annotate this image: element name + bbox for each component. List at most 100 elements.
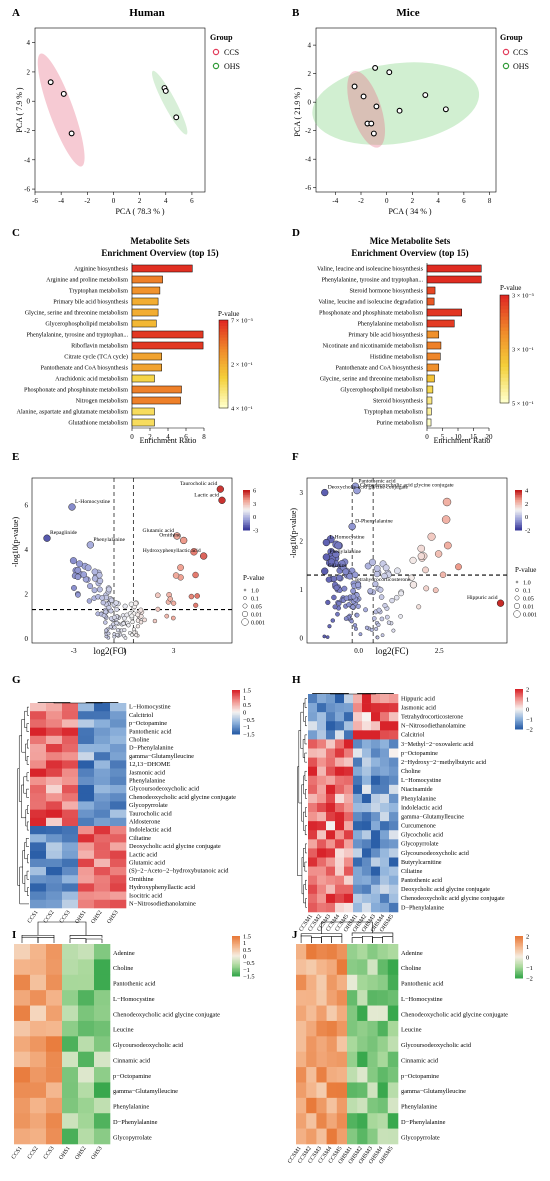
panel-letter-f: F — [292, 451, 299, 463]
heatmap-cell — [389, 694, 399, 704]
row-label: Butyrylcarnitine — [401, 859, 442, 866]
heatmap-cell — [326, 884, 336, 895]
heatmap-cell — [62, 990, 79, 1006]
heatmap-cell — [353, 703, 363, 713]
heatmap-cell — [46, 735, 63, 745]
row-label: Isocitric acid — [129, 892, 163, 899]
heatmap-cell — [344, 839, 354, 849]
heatmap-cell — [380, 857, 390, 867]
heatmap-cell — [344, 803, 354, 813]
colorbar-segment — [515, 964, 523, 966]
heatmap-cell — [30, 1051, 47, 1068]
colorbar-segment — [515, 951, 523, 954]
colorbar-tick-label: 1 — [243, 940, 246, 947]
heatmap-cell — [308, 739, 318, 749]
volcano-point — [336, 600, 342, 607]
row-label: Phenylalanine — [401, 795, 436, 802]
heatmap-cell — [387, 1113, 399, 1129]
labeled-point — [496, 599, 505, 607]
point-label: Phenylalanine — [93, 537, 125, 543]
point-ohs — [386, 69, 393, 76]
heatmap-cell — [336, 974, 348, 991]
heatmap-cell — [353, 884, 363, 895]
row-label: Glycoursodeoxycholic acid — [113, 1042, 184, 1049]
volcano-point — [376, 607, 382, 613]
heatmap-cell — [316, 1020, 327, 1037]
heatmap-cell — [46, 776, 63, 786]
colorbar-segment — [500, 374, 509, 379]
heatmap-cell — [308, 812, 318, 822]
x-tick-label: 20 — [486, 433, 494, 441]
volcano-point — [100, 600, 106, 606]
volcano-point — [192, 571, 199, 579]
colorbar-segment — [232, 964, 240, 966]
heatmap-cell — [353, 712, 363, 722]
heatmap-cell — [371, 730, 381, 740]
heatmap-cell — [389, 866, 399, 876]
colorbar-segment — [515, 971, 523, 973]
colorbar-segment — [232, 969, 240, 972]
heatmap-cell — [317, 866, 327, 876]
dendrogram-branch — [300, 935, 312, 943]
colorbar-tick-label: 4 — [525, 488, 529, 495]
colorbar-segment — [515, 966, 523, 969]
heatmap-cell — [357, 1005, 368, 1022]
colorbar-segment — [232, 731, 240, 734]
volcano-point — [155, 592, 161, 599]
heatmap-cell — [362, 857, 372, 867]
heatmap-cell — [387, 974, 399, 991]
heatmap-cell — [30, 793, 47, 802]
heatmap-cell — [326, 748, 336, 758]
panel-letter-j: J — [292, 929, 298, 941]
x-tick-label: 0 — [385, 197, 389, 205]
heatmap-cell — [353, 730, 363, 740]
x-tick-label: 2 — [411, 197, 415, 205]
heatmap-cell — [371, 884, 381, 895]
colorbar-segment — [500, 298, 509, 303]
heatmap-cell — [94, 1067, 111, 1083]
heatmap-cell — [347, 1097, 358, 1114]
heatmap-cell — [357, 1051, 368, 1068]
heatmap-cell — [380, 875, 390, 886]
heatmap-cell — [362, 712, 372, 722]
heatmap-cell — [380, 839, 390, 849]
point-ccs — [368, 120, 375, 127]
colorbar-segment — [219, 343, 228, 347]
heatmap-cell — [353, 784, 363, 795]
heatmap-cell — [380, 757, 390, 767]
category-label: Phosphonate and phosphinate metabolism — [319, 309, 423, 316]
heatmap-cell — [14, 1067, 31, 1083]
colorbar-segment — [232, 940, 240, 942]
category-label: Citrate cycle (TCA cycle) — [64, 353, 128, 360]
enrichment-bar — [131, 275, 163, 284]
colorbar-segment — [232, 938, 240, 941]
volcano-point — [398, 614, 403, 619]
colorbar-segment — [232, 717, 240, 720]
colorbar-segment — [232, 703, 240, 706]
volcano-point — [354, 612, 360, 618]
point-ccs — [373, 103, 380, 110]
volcano-point — [409, 556, 417, 564]
heatmap-cell — [387, 1097, 399, 1114]
heatmap-cell — [344, 812, 354, 822]
dendrogram-branch — [304, 752, 307, 763]
dendrogram-branch — [53, 702, 103, 704]
colorbar-segment — [515, 722, 523, 725]
colorbar-segment — [500, 392, 509, 397]
heatmap-cell — [94, 959, 111, 976]
row-label: Leucine — [401, 1027, 422, 1034]
colorbar-segment — [232, 697, 240, 700]
x-tick-label: 8 — [488, 197, 492, 205]
heatmap-cell — [326, 875, 336, 886]
heatmap-cell — [336, 944, 348, 960]
legend-marker-ccs — [502, 48, 510, 56]
volcano-point — [325, 599, 331, 606]
colorbar-tick-label: 3 — [253, 501, 256, 508]
volcano-point — [442, 497, 452, 507]
heatmap-cell — [344, 766, 354, 777]
heatmap-cell — [110, 883, 127, 892]
column-label: OHS1 — [58, 1146, 71, 1161]
heatmap-cell — [62, 1128, 79, 1145]
heatmap-cell — [94, 817, 111, 827]
colorbar-tick-label: 5 × 10⁻¹ — [512, 401, 534, 408]
